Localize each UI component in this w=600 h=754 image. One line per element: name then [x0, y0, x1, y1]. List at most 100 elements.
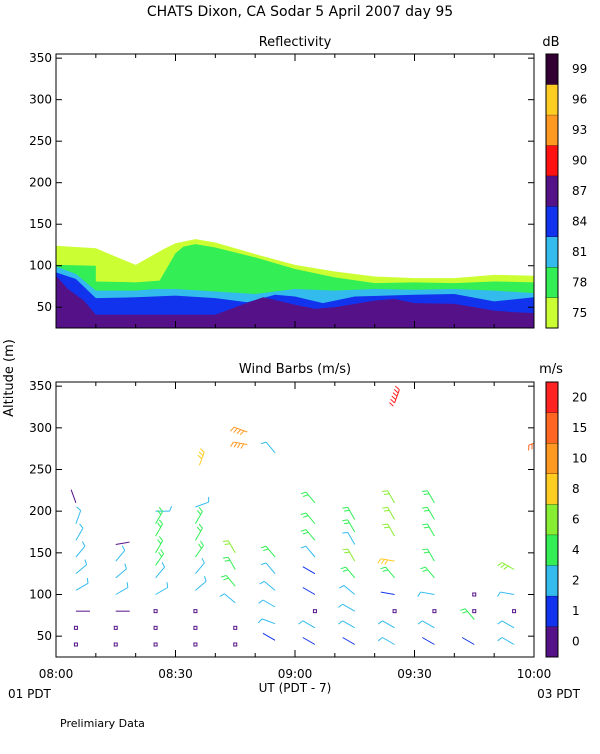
calm-wind-marker: [194, 610, 197, 613]
wind-barb: [306, 492, 315, 503]
wind-barb: [427, 491, 434, 503]
wind-barb: [427, 507, 434, 519]
wind-barb: [116, 542, 130, 544]
wind-barb: [76, 511, 81, 524]
wind-barb: [195, 502, 208, 507]
wind-barb-flag: [344, 510, 349, 511]
wind-barb-flag: [424, 552, 429, 553]
wind-barb-flag: [301, 513, 306, 515]
wind-barb-flag: [202, 558, 205, 563]
wind-barb-flag: [378, 621, 382, 624]
wind-colorbar-swatch: [546, 474, 558, 505]
wind-colorbar-swatch: [546, 504, 558, 535]
wind-colorbar-swatch: [546, 535, 558, 566]
wind-barb-flag: [339, 586, 344, 589]
wind-barb-flag: [301, 530, 306, 532]
wind-barb-flag: [85, 560, 87, 565]
wind-x-ticks: [56, 382, 534, 657]
reflectivity-colorbar-label: 87: [572, 184, 587, 198]
wind-colorbar-unit: m/s: [539, 362, 563, 377]
wind-barb: [262, 619, 275, 624]
wind-barb-flag: [498, 638, 502, 641]
wind-barb-flag: [385, 560, 388, 565]
wind-barb: [225, 594, 236, 603]
wind-colorbar-label: 10: [572, 451, 587, 465]
y-axis-label: Altitude (m): [2, 339, 17, 417]
wind-barb-flag: [261, 546, 266, 548]
wind-barb-flag: [240, 431, 244, 435]
wind-barb: [346, 567, 355, 578]
wind-y-tick-label: 200: [29, 504, 52, 518]
x-tick-label: 09:30: [397, 667, 432, 681]
wind-barb-flag: [497, 592, 500, 597]
wind-barb: [76, 546, 85, 557]
x-tick-label: 08:30: [158, 667, 193, 681]
wind-barb-flag: [167, 582, 168, 587]
reflectivity-colorbar-swatch: [546, 206, 558, 236]
wind-barb-flag: [127, 582, 128, 587]
wind-y-tick-label: 150: [29, 546, 52, 560]
wind-barb-frame: [56, 382, 534, 657]
x-tick-label: 08:00: [39, 667, 74, 681]
wind-barb: [382, 638, 394, 645]
wind-barb-flag: [344, 523, 349, 524]
wind-barb: [348, 507, 355, 519]
wind-barb: [226, 575, 235, 586]
calm-wind-marker: [74, 643, 77, 646]
wind-barb-flag: [341, 567, 346, 569]
wind-barb-flag: [501, 564, 505, 567]
wind-barb-flag: [161, 549, 164, 554]
wind-colorbar-swatch: [546, 626, 558, 657]
wind-barb: [195, 528, 202, 540]
wind-barb-flag: [223, 557, 228, 558]
wind-barb: [116, 550, 125, 561]
wind-barb-flag: [391, 399, 395, 403]
wind-barb-flag: [382, 507, 387, 508]
wind-barb: [388, 507, 395, 519]
wind-barb-flag: [343, 570, 348, 572]
wind-barb-flag: [299, 621, 303, 624]
wind-barb: [76, 583, 88, 590]
wind-barb: [71, 490, 76, 503]
wind-barb-flag: [303, 495, 308, 497]
wind-barb-flag: [381, 559, 384, 564]
wind-barb-flag: [237, 430, 241, 434]
wind-barb-flag: [384, 527, 389, 528]
calm-wind-marker: [114, 643, 117, 646]
wind-y-tick-label: 50: [37, 629, 52, 643]
wind-barb-flag: [301, 492, 306, 494]
wind-barb-flag: [199, 524, 202, 528]
wind-barbs-title: Wind Barbs (m/s): [239, 362, 351, 377]
wind-barb-flag: [380, 567, 385, 569]
wind-colorbar-label: 20: [572, 390, 587, 404]
reflectivity-colorbar-unit: dB: [542, 35, 559, 50]
wind-barb-flag: [261, 442, 266, 444]
calm-wind-marker: [473, 610, 476, 613]
wind-barb-flag: [424, 527, 429, 528]
wind-barb: [156, 588, 168, 595]
wind-barb-flag: [225, 560, 230, 561]
wind-barb-flag: [418, 621, 422, 624]
reflectivity-colorbar-label: 96: [572, 93, 587, 107]
wind-barb-flag: [159, 536, 162, 540]
wind-barb-flag: [162, 562, 165, 567]
wind-y-tick-label: 300: [29, 421, 52, 435]
x-axis-label: UT (PDT - 7): [259, 681, 332, 695]
wind-barb: [422, 621, 434, 628]
calm-wind-marker: [114, 626, 117, 629]
calm-wind-marker: [473, 593, 476, 596]
wind-barb: [502, 638, 514, 645]
reflectivity-colorbar-swatch: [546, 54, 558, 84]
wind-colorbar-label: 2: [572, 574, 580, 588]
wind-barb-flag: [418, 592, 421, 597]
figure-title: CHATS Dixon, CA Sodar 5 April 2007 day 9…: [147, 4, 453, 20]
wind-barb-flag: [260, 581, 265, 584]
wind-barb-flag: [384, 494, 389, 495]
calm-wind-marker: [194, 643, 197, 646]
wind-barb-flag: [234, 443, 237, 448]
reflectivity-colorbar-swatch: [546, 237, 558, 267]
wind-barb: [425, 567, 434, 578]
